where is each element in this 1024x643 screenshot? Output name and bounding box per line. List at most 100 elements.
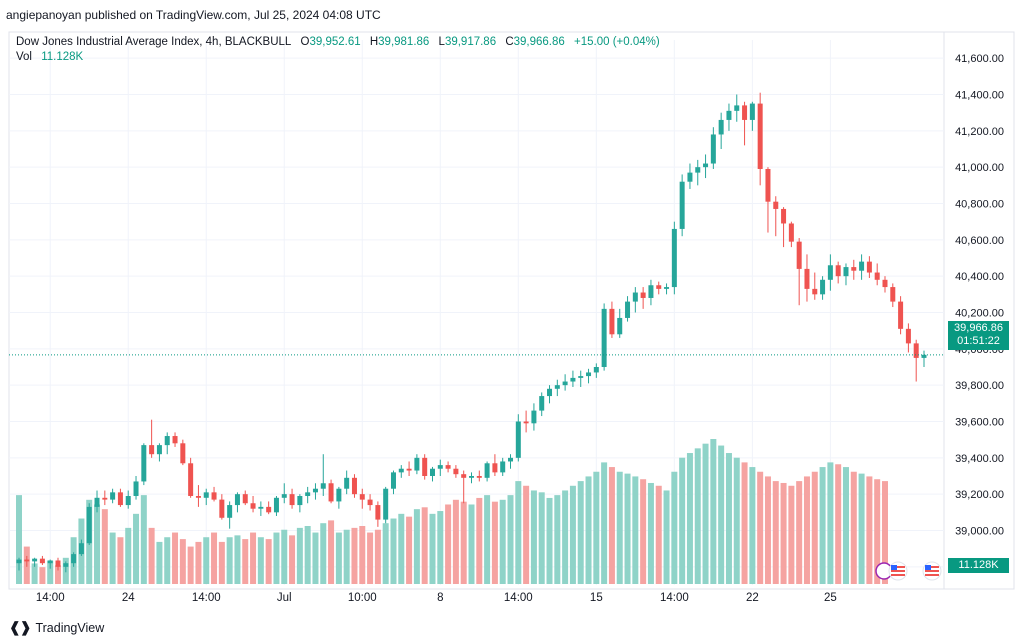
volume-bar: [796, 481, 803, 584]
close-value: 39,966.86: [513, 36, 565, 48]
volume-bar: [374, 529, 381, 584]
volume-bar: [710, 439, 717, 584]
volume-bar: [772, 481, 779, 584]
time-tick-label: 14:00: [504, 592, 533, 604]
candle-body: [156, 445, 162, 455]
candle-body: [211, 492, 217, 500]
candle-body: [905, 328, 911, 344]
candle-body: [281, 494, 287, 498]
volume-bar: [601, 462, 608, 584]
volume-bar: [530, 490, 537, 584]
volume-bar: [390, 518, 397, 584]
candle-body: [429, 468, 435, 476]
candle-body: [344, 477, 350, 489]
volume-bar: [780, 482, 787, 584]
volume-bar: [850, 471, 857, 584]
volume-bar: [491, 501, 498, 584]
candle-body: [601, 308, 607, 367]
candle-body: [531, 410, 537, 424]
volume-bar: [819, 467, 826, 584]
candle-body: [133, 481, 139, 496]
volume-bar: [569, 485, 576, 584]
volume-bar: [39, 567, 46, 584]
candle-body: [445, 465, 451, 469]
volume-bar: [359, 526, 366, 584]
volume-bar: [538, 492, 545, 584]
candle-body: [258, 506, 264, 509]
candle-body: [110, 492, 116, 500]
candle-body: [383, 488, 389, 520]
candle-body: [375, 505, 381, 520]
volume-bar: [499, 499, 506, 584]
candle-body: [851, 267, 857, 271]
volume-bar: [647, 482, 654, 584]
candle-body: [469, 476, 474, 478]
candle-body: [827, 265, 833, 280]
volume-bar: [226, 537, 233, 584]
volume-bar: [413, 509, 420, 584]
close-label: C: [505, 36, 514, 48]
candles: [16, 92, 927, 573]
time-tick-label: 14:00: [660, 592, 689, 604]
volume-bar: [367, 532, 374, 584]
time-tick-label: 8: [437, 592, 443, 604]
volume-bar: [133, 513, 140, 584]
candle-body: [63, 563, 69, 567]
candle-body: [547, 388, 553, 397]
candle-body: [484, 463, 490, 478]
candle-body: [570, 377, 576, 382]
volume-bar: [445, 504, 452, 584]
volume-bar: [764, 476, 771, 584]
candle-body: [149, 445, 155, 455]
volume-bar: [421, 507, 428, 584]
candle-body: [921, 354, 927, 358]
volume-bar: [460, 501, 467, 584]
volume-bar: [874, 479, 881, 584]
candle-body: [734, 105, 740, 111]
volume-bar: [811, 471, 818, 584]
time-axis: 14:00 24 14:00 Jul 10:00 8 14:00 15 14:00 22 25: [36, 592, 837, 604]
symbol-title[interactable]: Dow Jones Industrial Average Index, 4h, …: [16, 36, 292, 48]
candle-body: [102, 497, 108, 500]
volume-bar: [304, 526, 311, 584]
volume-bar: [554, 495, 561, 584]
volume-bar: [164, 537, 171, 584]
volume-bar: [757, 471, 764, 584]
candle-body: [695, 167, 701, 173]
price-tick-label: 40,400.00: [955, 271, 1004, 283]
candle-body: [305, 492, 311, 496]
candle-body: [39, 558, 45, 564]
time-tick-label: 24: [122, 592, 135, 604]
volume-bar: [351, 527, 358, 584]
low-label: L: [438, 36, 445, 48]
volume-bar: [741, 462, 748, 584]
candle-body: [453, 468, 459, 475]
volume-label: Vol: [16, 51, 32, 63]
candle-body: [390, 472, 396, 489]
volume-bar: [55, 565, 62, 584]
volume-bars: [16, 439, 888, 584]
candle-body: [203, 492, 209, 498]
volume-bar: [725, 453, 732, 584]
volume-bar: [234, 535, 241, 584]
volume-bar: [31, 563, 38, 584]
candle-body: [726, 110, 732, 120]
footer-brand[interactable]: ❰❱ TradingView: [9, 619, 104, 636]
high-value: 39,981.86: [378, 36, 430, 48]
volume-bar: [312, 532, 319, 584]
price-tick-label: 41,000.00: [955, 162, 1004, 174]
volume-bar: [335, 532, 342, 584]
candle-body: [843, 267, 849, 277]
price-tick-label: 39,800.00: [955, 380, 1004, 392]
candle-body: [554, 385, 560, 389]
candle-body: [796, 241, 802, 269]
candle-body: [266, 506, 272, 513]
candle-body: [476, 476, 482, 478]
candle-body: [586, 372, 592, 377]
time-tick-label: 15: [590, 592, 603, 604]
open-label: O: [300, 36, 310, 48]
volume-bar: [523, 485, 530, 584]
candle-body: [710, 134, 716, 164]
candle-body: [539, 396, 545, 411]
